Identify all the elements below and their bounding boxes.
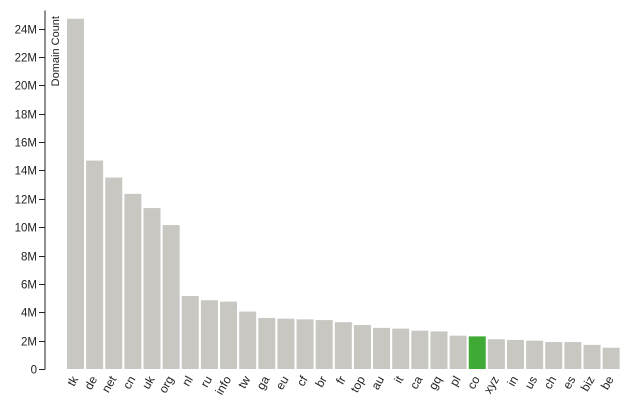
x-tick-label-us: us — [522, 374, 540, 392]
y-tick-label: 24M — [15, 25, 37, 37]
x-tick-label-de: de — [81, 373, 100, 392]
bar-fr — [334, 322, 352, 369]
x-tick-label-tw: tw — [235, 373, 253, 391]
bar-ca — [411, 330, 429, 369]
x-tick-label-in: in — [504, 374, 521, 389]
x-tick-label-ch: ch — [541, 374, 559, 392]
x-tick-label-xyz: xyz — [481, 374, 502, 397]
y-axis: 0 2M 4M 6M 8M 10M 12M 14M 16M 18M 20M 22M 24M — [15, 10, 46, 377]
bars — [67, 18, 620, 369]
bar-cf — [296, 319, 314, 369]
x-tick-label-it: it — [391, 373, 406, 386]
y-tick-label: 0 — [31, 365, 37, 377]
bar-us — [526, 340, 544, 369]
y-tick-label: 2M — [21, 337, 37, 349]
y-axis-title: Domain Count — [50, 16, 62, 86]
y-tick-label: 12M — [15, 195, 37, 207]
y-tick-label: 8M — [21, 252, 37, 264]
x-tick-label-ga: ga — [254, 373, 273, 392]
x-tick-label-net: net — [99, 373, 120, 395]
bar-top — [353, 325, 371, 369]
bar-cn — [124, 193, 142, 369]
bar-in — [506, 339, 524, 369]
y-tick-label: 20M — [15, 81, 37, 93]
bar-co — [468, 336, 486, 369]
bar-eu — [277, 318, 295, 369]
x-tick-label-info: info — [212, 373, 234, 397]
x-tick-label-es: es — [560, 374, 578, 392]
x-tick-label-top: top — [348, 373, 369, 395]
y-tick-label: 4M — [21, 308, 37, 320]
y-tick-label: 10M — [15, 223, 37, 235]
x-tick-label-au: au — [368, 374, 387, 393]
y-tick-label: 16M — [15, 138, 37, 150]
x-tick-label-gq: gq — [426, 374, 445, 393]
bar-org — [162, 225, 180, 369]
x-tick-label-biz: biz — [578, 374, 598, 394]
y-tick-label: 14M — [15, 166, 37, 178]
bar-ch — [545, 342, 563, 369]
bar-xyz — [487, 339, 505, 369]
bar-gq — [430, 331, 448, 369]
bar-ru — [200, 300, 218, 369]
bar-biz — [583, 344, 601, 369]
bar-tw — [239, 311, 257, 369]
bar-be — [602, 347, 620, 369]
x-tick-label-br: br — [312, 373, 329, 389]
bar-ga — [258, 317, 276, 369]
x-tick-label-cf: cf — [294, 373, 311, 389]
bar-it — [392, 328, 410, 369]
x-tick-label-cn: cn — [120, 374, 138, 392]
x-tick-label-be: be — [598, 373, 617, 392]
x-tick-label-eu: eu — [273, 374, 292, 393]
y-tick-label: 18M — [15, 110, 37, 122]
bar-br — [315, 320, 333, 369]
bar-es — [564, 342, 582, 369]
x-tick-label-tk: tk — [64, 373, 81, 389]
y-tick-label: 22M — [15, 53, 37, 65]
bar-tk — [67, 18, 84, 369]
bar-net — [105, 177, 123, 369]
x-tick-label-pl: pl — [447, 374, 464, 389]
y-tick-label: 6M — [21, 280, 37, 292]
bar-au — [373, 327, 391, 369]
bar-pl — [449, 335, 467, 369]
bar-de — [86, 160, 104, 369]
bar-uk — [143, 208, 161, 369]
x-tick-label-ca: ca — [407, 373, 426, 391]
x-tick-label-fr: fr — [333, 374, 349, 387]
bar-nl — [181, 295, 199, 369]
bar-info — [220, 301, 238, 369]
x-tick-label-ru: ru — [198, 374, 215, 390]
x-tick-label-org: org — [156, 374, 177, 396]
x-tick-label-nl: nl — [179, 374, 196, 389]
